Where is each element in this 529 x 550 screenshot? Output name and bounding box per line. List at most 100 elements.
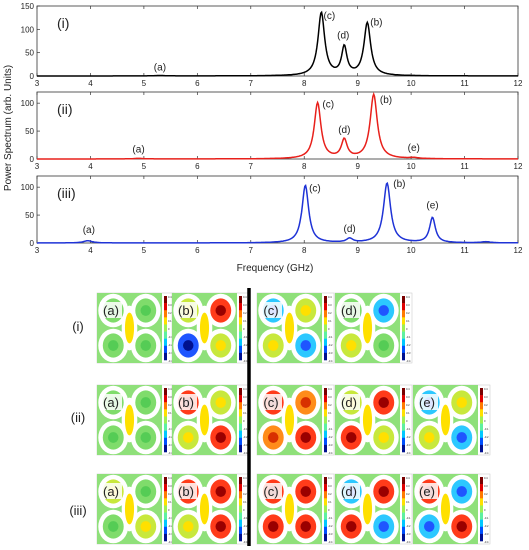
colorbar-tick: 0 — [406, 508, 408, 512]
colorbar-segment — [480, 402, 483, 410]
x-tick-label: 12 — [514, 162, 523, 171]
x-tick-label: 3 — [35, 162, 40, 171]
x-tick-label: 3 — [35, 79, 40, 88]
x-tick-label: 9 — [355, 162, 360, 171]
colorbar-tick: 0.4 — [328, 295, 332, 299]
colorbar-segment — [480, 437, 483, 446]
colorbar-segment — [164, 512, 167, 520]
colorbar-segment — [324, 395, 327, 403]
x-tick-label: 4 — [88, 162, 93, 171]
colorbar-tick: 0 — [406, 419, 408, 423]
colorbar-tick: 0 — [484, 419, 486, 423]
colorbar-tick: 0 — [243, 419, 245, 423]
tile-label: (a) — [103, 395, 119, 410]
colorbar-segment — [164, 437, 167, 446]
colorbar-segment — [324, 402, 327, 410]
colorbar-tick: -0.4 — [243, 451, 248, 455]
colorbar-tick: -0.4 — [406, 359, 411, 363]
colorbar-tick: 0.3 — [484, 484, 488, 488]
colorbar-tick: 0.2 — [243, 492, 247, 496]
colorbar-segment — [324, 388, 327, 396]
colorbar-tick: 0 — [168, 508, 170, 512]
colorbar-segment — [402, 416, 405, 424]
peak-label: (a) — [154, 62, 166, 73]
colorbar-tick: 0.3 — [168, 395, 172, 399]
colorbar-segment — [480, 409, 483, 417]
colorbar-tick: -0.2 — [484, 435, 489, 439]
plot-frame — [36, 175, 519, 244]
colorbar-tick: -0.3 — [168, 443, 173, 447]
colorbar-segment — [324, 512, 327, 520]
colorbar-tick: 0 — [484, 508, 486, 512]
colorbar-tick: 0.1 — [168, 411, 172, 415]
colorbar-tick: -0.2 — [328, 435, 333, 439]
colorbar-segment — [164, 310, 167, 318]
x-tick-label: 11 — [460, 162, 469, 171]
colorbar-tick: -0.1 — [406, 516, 411, 520]
element-core — [140, 397, 151, 408]
element-core — [215, 397, 226, 408]
colorbar-tick: -0.4 — [328, 359, 333, 363]
x-tick-label: 5 — [142, 79, 147, 88]
center-field — [124, 493, 135, 525]
colorbar-tick: 0.3 — [406, 484, 410, 488]
colorbar-tick: 0 — [243, 508, 245, 512]
colorbar-segment — [480, 388, 483, 396]
colorbar-segment — [480, 519, 483, 528]
y-tick-label: 0 — [30, 239, 35, 248]
spectrum-line — [37, 92, 518, 160]
colorbar-segment — [239, 484, 242, 492]
colorbar-tick: 0.2 — [328, 403, 332, 407]
colorbar-tick: 0.1 — [328, 411, 332, 415]
colorbar-tick: 0.1 — [328, 500, 332, 504]
center-field — [440, 404, 451, 436]
colorbar-tick: 0.4 — [406, 476, 410, 480]
mode-profile-panels: (i)0.40.30.20.10-0.1-0.2-0.3-0.4(a)0.40.… — [69, 292, 491, 545]
mode-profile-tile: 0.4 0.3 0.2 0.1 0 -0.1 -0.2 -0.3 -0.4 (d) — [334, 473, 413, 545]
colorbar-tick: 0.3 — [328, 303, 332, 307]
colorbar-segment — [480, 444, 483, 453]
colorbar-segment — [402, 402, 405, 410]
colorbar-tick: 0.4 — [168, 476, 172, 480]
x-tick-label: 7 — [249, 162, 254, 171]
colorbar-tick: 0.1 — [406, 319, 410, 323]
tile-label-bg — [260, 302, 282, 318]
colorbar-segment — [324, 317, 327, 325]
element-core — [300, 397, 311, 408]
element-core — [346, 432, 357, 443]
peak-label: (b) — [380, 95, 392, 106]
y-tick-label: 50 — [25, 127, 34, 136]
peak-label: (b) — [370, 18, 382, 29]
colorbar-segment — [480, 533, 483, 542]
colorbar-tick: 0.2 — [406, 492, 410, 496]
colorbar-segment — [402, 505, 405, 513]
colorbar-segment — [164, 402, 167, 410]
colorbar-segment — [239, 317, 242, 325]
colorbar-tick: 0.1 — [484, 500, 488, 504]
colorbar-tick: 0 — [328, 419, 330, 423]
colorbar-tick: -0.3 — [243, 443, 248, 447]
colorbar-segment — [239, 352, 242, 361]
colorbar-tick: 0 — [328, 327, 330, 331]
colorbar-segment — [239, 423, 242, 431]
tile-label: (c) — [263, 484, 278, 499]
colorbar-tick: -0.4 — [243, 540, 248, 544]
colorbar-tick: 0.4 — [328, 476, 332, 480]
colorbar-tick: 0.2 — [406, 403, 410, 407]
colorbar-segment — [164, 491, 167, 499]
tile-label: (a) — [103, 303, 119, 318]
colorbar-segment — [324, 331, 327, 339]
tile-label: (c) — [263, 303, 278, 318]
colorbar-segment — [402, 484, 405, 492]
colorbar-tick: -0.1 — [328, 516, 333, 520]
colorbar-tick: 0.4 — [406, 295, 410, 299]
x-tick-label: 4 — [88, 79, 93, 88]
colorbar-segment — [239, 519, 242, 528]
peak-label: (b) — [393, 179, 405, 190]
x-tick-label: 6 — [195, 162, 200, 171]
y-tick-label: 50 — [25, 49, 34, 58]
element-core — [183, 521, 194, 532]
x-tick-label: 10 — [407, 79, 416, 88]
colorbar-tick: 0.3 — [328, 484, 332, 488]
colorbar-tick: -0.2 — [328, 343, 333, 347]
